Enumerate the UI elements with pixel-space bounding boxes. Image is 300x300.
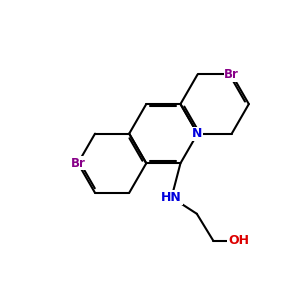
Text: OH: OH: [228, 234, 249, 247]
Text: N: N: [192, 127, 203, 140]
Text: Br: Br: [224, 68, 239, 81]
Text: Br: Br: [70, 157, 86, 170]
Text: HN: HN: [161, 191, 182, 204]
